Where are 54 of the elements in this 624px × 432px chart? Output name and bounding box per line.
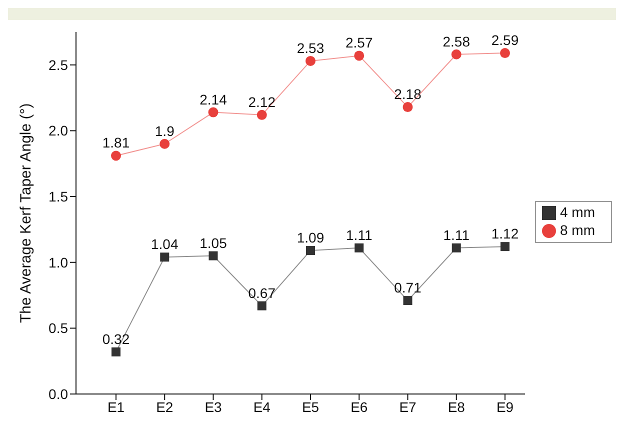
data-label: 2.53 <box>296 40 324 56</box>
point <box>354 243 364 252</box>
y-tick-label: 1.0 <box>48 254 68 270</box>
legend-label: 4 mm <box>560 204 595 220</box>
x-tick-label: E3 <box>204 398 222 415</box>
data-label: 1.04 <box>151 236 178 252</box>
data-label: 2.12 <box>248 94 276 110</box>
point <box>500 242 510 252</box>
data-label: 2.57 <box>346 34 373 51</box>
data-label: 0.67 <box>248 284 276 301</box>
point <box>208 107 218 118</box>
x-tick-label: E4 <box>253 398 271 415</box>
point <box>452 243 461 252</box>
x-tick-label: E6 <box>350 398 368 415</box>
x-tick-label: E5 <box>302 398 320 415</box>
data-label: 1.05 <box>200 234 228 251</box>
data-label: 2.59 <box>491 32 519 48</box>
data-label: 1.09 <box>296 230 324 246</box>
y-tick-label: 0.5 <box>48 320 68 336</box>
point <box>306 246 315 256</box>
point <box>451 49 462 60</box>
point <box>403 296 412 306</box>
x-tick-label: E1 <box>107 398 125 415</box>
data-label: 1.11 <box>443 226 470 243</box>
x-tick-label: E2 <box>156 398 174 415</box>
y-axis-title: The Average Kerf Taper Angle (°) <box>17 103 34 323</box>
point <box>112 347 120 356</box>
data-label: 2.14 <box>200 91 228 108</box>
y-tick-label: 0.0 <box>48 386 68 402</box>
data-label: 1.9 <box>154 122 175 139</box>
data-label: 0.32 <box>102 330 130 347</box>
data-label: 1.81 <box>102 134 130 151</box>
data-label: 1.12 <box>491 226 519 242</box>
point <box>500 48 510 58</box>
data-label: 2.18 <box>394 86 422 102</box>
point <box>256 110 267 120</box>
point <box>111 150 121 161</box>
point <box>402 102 413 112</box>
x-tick-label: E7 <box>399 398 417 415</box>
y-tick-label: 2.0 <box>48 122 68 139</box>
point <box>257 301 266 310</box>
data-label: 2.58 <box>442 33 470 50</box>
y-tick-label: 1.5 <box>48 188 68 205</box>
point <box>160 252 170 262</box>
point <box>306 56 316 66</box>
x-tick-label: E8 <box>448 398 466 415</box>
y-tick-label: 2.5 <box>48 56 68 73</box>
point <box>208 251 218 260</box>
x-tick-label: E9 <box>496 398 514 415</box>
data-label: 0.71 <box>394 280 422 296</box>
data-label: 1.11 <box>346 226 372 243</box>
point <box>354 50 364 61</box>
legend-label: 8 mm <box>560 222 595 238</box>
point <box>160 138 170 149</box>
